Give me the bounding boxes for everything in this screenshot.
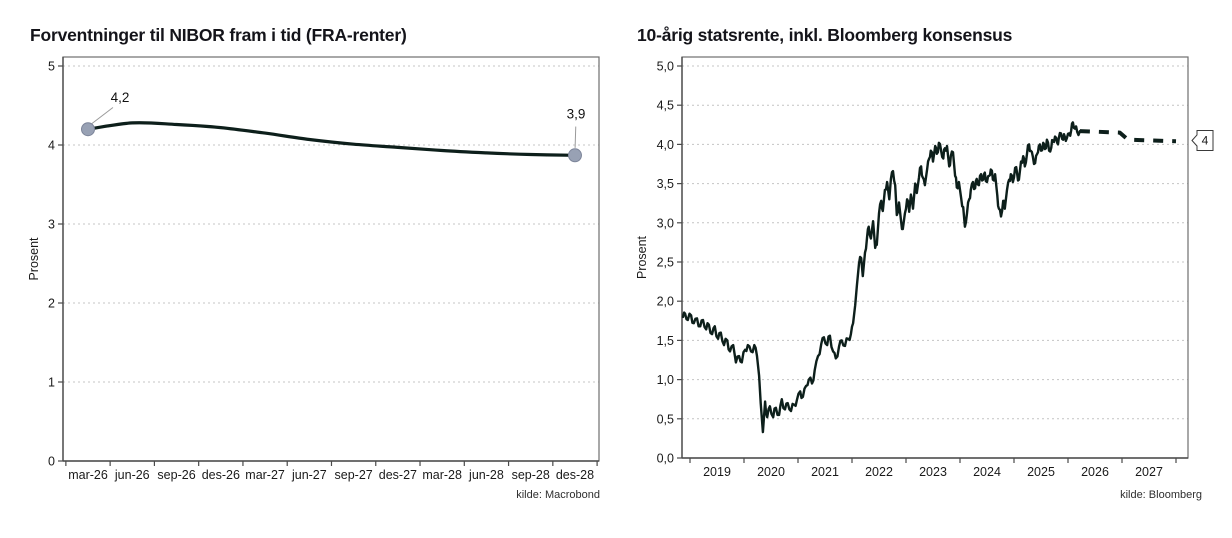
x-tick-label: 2019 [703,465,731,479]
x-tick-label: 2026 [1081,465,1109,479]
x-tick-label: 2025 [1027,465,1055,479]
y-tick-label: 0,0 [657,452,674,466]
y-tick-label: 5,0 [657,60,674,74]
x-tick-label: 2022 [865,465,893,479]
y-tick-label: 2 [48,297,55,311]
data-point-label: 3,9 [567,106,586,121]
data-point-marker [81,122,95,137]
data-line [681,121,1082,434]
y-tick-label: 3 [48,218,55,232]
yield-chart-panel: 10-årig statsrente, inkl. Bloomberg kons… [616,0,1232,538]
y-tick-label: 0,5 [657,412,674,426]
yield-chart-source: kilde: Bloomberg [1120,489,1202,501]
data-line [86,121,577,157]
yield-chart-title: 10-årig statsrente, inkl. Bloomberg kons… [637,25,1013,45]
label-leader-line [91,107,114,125]
x-tick-label: sep-27 [335,468,373,482]
x-tick-label: 2027 [1135,465,1163,479]
x-tick-label: jun-28 [468,468,504,482]
y-tick-label: 4,5 [657,99,674,113]
forecast-callout [1191,129,1214,151]
y-tick-label: 1 [48,376,55,390]
x-tick-label: jun-27 [291,468,327,482]
forecast-callout-label: 4 [1202,133,1209,147]
x-tick-label: sep-28 [512,468,550,482]
y-tick-label: 5 [48,60,55,74]
fra-chart-panel: Forventninger til NIBOR fram i tid (FRA-… [27,25,600,501]
y-tick-label: 2,0 [657,295,674,309]
fra-chart-source: kilde: Macrobond [516,489,600,501]
x-tick-label: sep-26 [157,468,195,482]
x-tick-label: des-28 [556,468,594,482]
label-leader-line [574,126,577,148]
y-tick-label: 2,5 [657,256,674,270]
x-tick-label: mar-26 [68,468,108,482]
y-tick-label: 1,5 [657,334,674,348]
plot-border [681,56,1189,459]
data-point-marker [567,148,582,163]
y-tick-label: 1,0 [657,373,674,387]
y-tick-label: 3,0 [657,216,674,230]
x-tick-label: des-27 [379,468,417,482]
fra-chart-canvas: 0 1 2 3 4 5 mar-26 jun-26 sep-26 des-26 mar-27 jun-… [27,56,600,482]
y-tick-label: 4,0 [657,138,674,152]
yield-chart-canvas: 0,0 0,5 1,0 1,5 2,0 2,5 3,0 3,5 4,0 4,5 5,0 2019 202… [635,56,1214,479]
y-axis-title: Prosent [27,237,41,281]
x-tick-label: des-26 [202,468,240,482]
y-tick-label: 0 [48,455,55,469]
forecast-line [1079,129,1177,144]
x-tick-label: 2020 [757,465,785,479]
x-tick-label: 2021 [811,465,839,479]
x-tick-label: mar-28 [422,468,462,482]
x-tick-label: mar-27 [245,468,285,482]
plot-border [62,56,600,462]
y-tick-label: 3,5 [657,177,674,191]
fra-chart-title: Forventninger til NIBOR fram i tid (FRA-… [30,25,407,45]
x-tick-label: jun-26 [114,468,150,482]
y-axis-title: Prosent [635,235,649,279]
x-tick-label: 2024 [973,465,1001,479]
y-tick-label: 4 [48,139,55,153]
x-tick-label: 2023 [919,465,947,479]
data-point-label: 4,2 [111,90,130,105]
